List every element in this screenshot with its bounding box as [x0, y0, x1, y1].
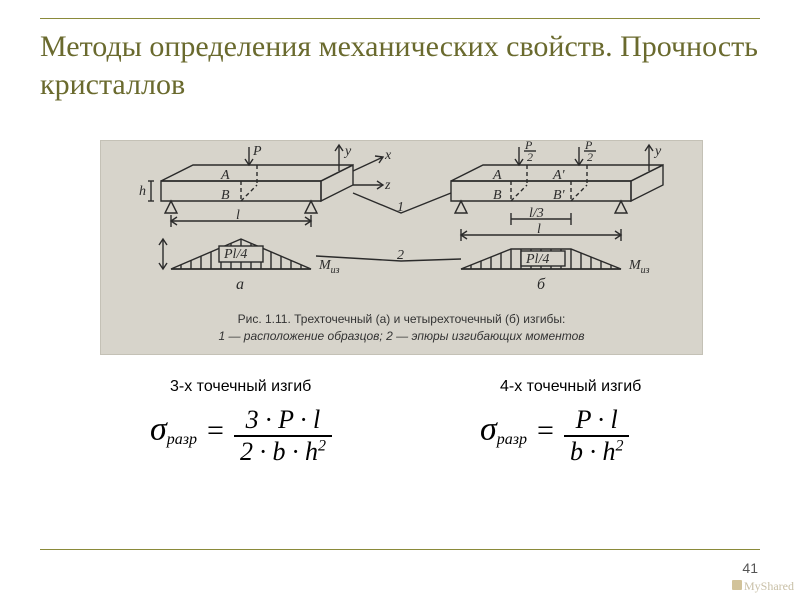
- sigma-right: σ: [480, 411, 497, 448]
- subtitle-4point: 4-х точечный изгиб: [500, 378, 641, 396]
- label-Msub-r: из: [641, 265, 650, 276]
- footer-logo: MyShared: [732, 579, 794, 594]
- label-Msub-left: из: [331, 265, 340, 276]
- den-right: b · h: [570, 437, 616, 466]
- label-b: б: [537, 276, 546, 293]
- label-B2-r: B': [553, 188, 566, 203]
- slide-title: Методы определения механических свойств.…: [40, 28, 760, 103]
- label-x: x: [384, 148, 392, 163]
- label-B-r: B: [493, 188, 502, 203]
- sigma-sub-right: разр: [497, 431, 527, 448]
- eq-right: =: [537, 414, 554, 447]
- den-sup-right: 2: [615, 437, 623, 454]
- formula-3point: σразр = 3 · P · l 2 · b · h2: [150, 405, 332, 467]
- label-z: z: [384, 178, 391, 193]
- svg-text:Mиз: Mиз: [318, 258, 340, 276]
- label-h: h: [139, 184, 146, 199]
- label-Pl4-r: Pl/4: [525, 252, 549, 267]
- figure-caption-2: 1 — расположение образцов; 2 — эпюры изг…: [101, 328, 702, 345]
- label-l-r: l: [537, 222, 541, 237]
- label-l-left: l: [236, 208, 240, 223]
- label-y-left: y: [343, 144, 352, 159]
- num-left: 3 · P · l: [234, 405, 332, 437]
- label-B-left: B: [221, 188, 230, 203]
- label-Pl4-left: Pl/4: [223, 247, 247, 262]
- page-number: 41: [742, 560, 758, 576]
- callout-2: 2: [397, 248, 404, 263]
- label-A2-r: A': [552, 168, 566, 183]
- sigma-left: σ: [150, 411, 167, 448]
- label-a: а: [236, 276, 244, 293]
- label-l3: l/3: [529, 206, 544, 221]
- subtitle-3point: 3-х точечный изгиб: [170, 378, 311, 396]
- svg-text:Mиз: Mиз: [628, 258, 650, 276]
- num-right: P · l: [564, 405, 630, 437]
- bending-diagram: h P A B y x z l: [101, 141, 702, 311]
- bottom-rule: [40, 549, 760, 550]
- figure-caption-1: Рис. 1.11. Трехточечный (а) и четырехточ…: [101, 311, 702, 328]
- label-2a: 2: [527, 150, 533, 164]
- label-A-left: A: [220, 168, 230, 183]
- label-P-left: P: [252, 144, 262, 159]
- top-rule: [40, 18, 760, 19]
- label-2b: 2: [587, 150, 593, 164]
- label-A-r: A: [492, 168, 502, 183]
- eq-left: =: [207, 414, 224, 447]
- slide: Методы определения механических свойств.…: [0, 0, 800, 600]
- label-y-r: y: [653, 144, 662, 159]
- sigma-sub-left: разр: [167, 431, 197, 448]
- den-left: 2 · b · h: [240, 437, 318, 466]
- callout-1: 1: [397, 200, 404, 215]
- figure-block: h P A B y x z l: [100, 140, 703, 355]
- den-sup-left: 2: [318, 437, 326, 454]
- formula-4point: σразр = P · l b · h2: [480, 405, 629, 467]
